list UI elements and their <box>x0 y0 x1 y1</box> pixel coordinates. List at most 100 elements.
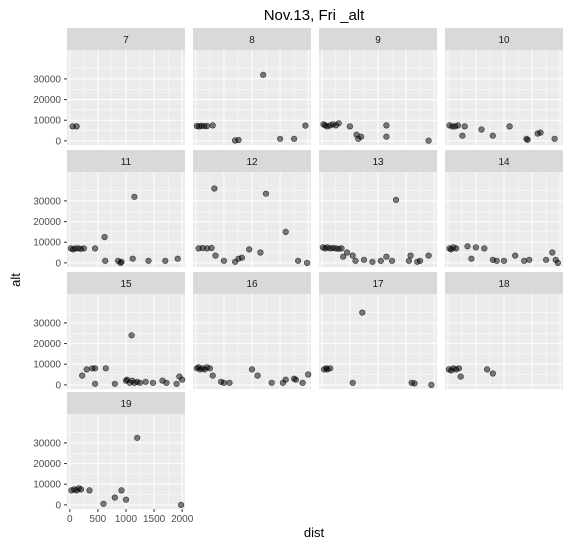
data-point <box>526 256 533 263</box>
y-tick-label: 30000 <box>33 318 61 329</box>
data-point <box>405 257 413 264</box>
chart-title: Nov.13, Fri _alt <box>264 7 365 24</box>
data-point <box>493 257 500 264</box>
data-point <box>338 245 345 252</box>
y-tick-label: 10000 <box>33 238 61 249</box>
facet-panel-9: 9 <box>319 28 437 145</box>
data-point <box>136 379 144 386</box>
data-point <box>86 487 93 494</box>
facet-panel-8: 8 <box>193 28 311 145</box>
data-point <box>111 380 118 387</box>
data-point <box>461 123 468 130</box>
data-point <box>359 309 366 316</box>
data-point <box>455 365 463 372</box>
data-point <box>111 494 118 501</box>
x-tick-label: 500 <box>90 514 107 525</box>
data-point <box>481 245 488 252</box>
data-point <box>248 366 256 373</box>
data-point <box>91 365 99 372</box>
data-point <box>468 255 475 262</box>
y-tick-label: 0 <box>55 500 61 511</box>
facet-panel-7: 7 0 10000 20000 30000 <box>33 28 185 147</box>
data-point <box>349 379 356 386</box>
data-point <box>340 253 347 260</box>
data-point <box>122 496 130 503</box>
y-tick-label: 0 <box>55 380 61 391</box>
facet-panel-16: 16 <box>193 272 312 389</box>
facet-strip-label: 12 <box>246 157 258 168</box>
y-tick-label: 20000 <box>33 459 61 470</box>
data-point <box>512 252 519 259</box>
y-tick-label: 10000 <box>33 480 61 491</box>
y-tick-label: 30000 <box>33 438 61 449</box>
data-point <box>131 193 138 200</box>
data-point <box>83 366 90 373</box>
facet-strip <box>67 272 185 294</box>
facet-panel-13: 13 <box>319 150 437 267</box>
data-point <box>360 256 368 263</box>
data-point <box>163 379 170 386</box>
data-point <box>299 379 306 386</box>
data-point <box>346 123 354 130</box>
data-point <box>454 122 462 129</box>
data-point <box>178 501 185 509</box>
data-point <box>209 122 216 129</box>
x-tick-label: 1500 <box>143 514 166 525</box>
data-point <box>101 234 108 241</box>
data-point <box>453 245 460 252</box>
facet-panel-11: 11 0 10000 20000 30000 <box>33 150 185 269</box>
data-point <box>349 252 356 259</box>
data-point <box>118 258 125 265</box>
facet-strip-label: 8 <box>249 35 255 46</box>
data-point <box>542 256 550 263</box>
data-point <box>506 123 513 130</box>
data-point <box>268 379 275 386</box>
data-point <box>246 246 253 253</box>
data-point <box>102 365 109 372</box>
data-point <box>549 249 556 256</box>
facet-panel-17: 17 <box>319 272 437 389</box>
data-point <box>212 252 219 259</box>
data-point <box>149 379 157 386</box>
facet-strip <box>193 272 311 294</box>
data-point <box>358 133 365 140</box>
data-point <box>383 133 390 140</box>
data-point <box>292 376 299 383</box>
y-tick-label: 10000 <box>33 360 61 371</box>
facet-panel-15: 15 0 10000 20000 30000 <box>33 272 186 391</box>
y-tick-label: 0 <box>55 258 61 269</box>
data-point <box>129 255 136 262</box>
data-point <box>500 257 508 264</box>
data-point <box>478 126 485 133</box>
data-point <box>226 379 233 386</box>
data-point <box>521 257 528 264</box>
facet-strip <box>193 28 311 50</box>
facet-strip <box>319 150 437 172</box>
data-point <box>537 129 544 136</box>
y-tick-label: 30000 <box>33 74 61 85</box>
data-point <box>472 244 480 251</box>
data-point <box>257 249 264 256</box>
facet-strip <box>67 28 185 50</box>
facet-strip-label: 10 <box>498 35 510 46</box>
data-point <box>417 257 424 264</box>
facet-strip <box>319 272 437 294</box>
data-point <box>352 257 359 264</box>
data-point <box>91 380 99 387</box>
facet-strip <box>445 272 563 294</box>
data-point <box>295 257 302 264</box>
data-point <box>425 252 432 259</box>
data-point <box>91 245 99 252</box>
data-point <box>208 244 215 252</box>
data-point <box>238 254 245 261</box>
facet-panel-14: 14 <box>445 150 563 267</box>
facet-strip <box>193 150 311 172</box>
data-point <box>73 123 80 130</box>
x-tick-label: 2000 <box>171 514 194 525</box>
data-point <box>209 372 216 379</box>
x-tick-label: 0 <box>67 514 73 525</box>
facet-strip-label: 13 <box>372 157 384 168</box>
facet-panel-10: 10 <box>445 28 563 145</box>
facet-strip <box>67 150 185 172</box>
